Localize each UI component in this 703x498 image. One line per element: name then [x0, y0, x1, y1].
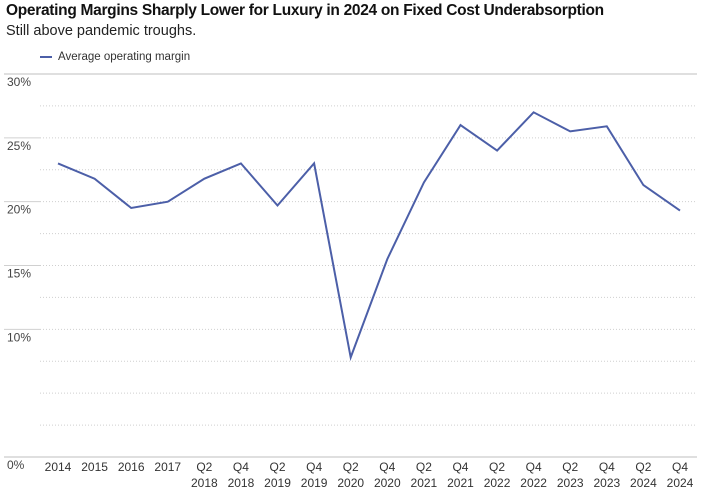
- x-tick-label: 2017: [154, 460, 181, 474]
- data-point: [130, 207, 132, 209]
- data-point: [94, 178, 96, 180]
- x-tick-label: 2020: [374, 476, 401, 490]
- x-tick-label: 2022: [484, 476, 511, 490]
- x-tick-label: Q2: [270, 460, 286, 474]
- x-tick-label: Q2: [343, 460, 359, 474]
- series-line: [57, 111, 681, 362]
- y-tick-label: 20%: [7, 203, 31, 217]
- x-tick-label: Q2: [196, 460, 212, 474]
- data-point: [57, 162, 59, 164]
- x-tick-label: Q4: [526, 460, 542, 474]
- x-tick-label: 2021: [447, 476, 474, 490]
- x-tick-label: 2018: [191, 476, 218, 490]
- data-point: [313, 162, 315, 164]
- data-point: [240, 162, 242, 164]
- y-tick-label: 0%: [7, 458, 25, 472]
- x-tick-label: Q4: [306, 460, 322, 474]
- legend-swatch: [40, 56, 52, 58]
- x-tick-label: Q4: [599, 460, 615, 474]
- data-point: [350, 356, 352, 358]
- chart-legend: Average operating margin: [40, 51, 190, 63]
- x-tick-label: 2018: [228, 476, 255, 490]
- x-tick-label: 2023: [593, 476, 620, 490]
- chart-subtitle: Still above pandemic troughs.: [6, 23, 197, 39]
- y-tick-label: 10%: [7, 330, 31, 344]
- x-tick-label: 2016: [118, 460, 145, 474]
- x-tick-label: Q2: [562, 460, 578, 474]
- x-tick-label: 2014: [45, 460, 72, 474]
- x-tick-label: 2019: [264, 476, 291, 490]
- data-point: [496, 150, 498, 152]
- x-tick-label: 2020: [337, 476, 364, 490]
- x-tick-label: 2024: [667, 476, 694, 490]
- x-tick-label: 2023: [557, 476, 584, 490]
- x-tick-label: 2019: [301, 476, 328, 490]
- data-point: [642, 184, 644, 186]
- data-point: [167, 201, 169, 203]
- data-point: [203, 178, 205, 180]
- y-tick-label: 30%: [7, 75, 31, 89]
- data-point: [277, 204, 279, 206]
- chart-title: Operating Margins Sharply Lower for Luxu…: [6, 2, 604, 19]
- data-point: [606, 125, 608, 127]
- x-tick-label: Q4: [233, 460, 249, 474]
- x-tick-label: 2021: [411, 476, 438, 490]
- y-tick-label: 15%: [7, 267, 31, 281]
- x-tick-label: Q2: [635, 460, 651, 474]
- data-point: [569, 130, 571, 132]
- x-tick-label: 2022: [520, 476, 547, 490]
- x-tick-label: Q4: [672, 460, 688, 474]
- data-point: [459, 124, 461, 126]
- data-point: [679, 210, 681, 212]
- x-tick-label: Q4: [379, 460, 395, 474]
- data-point: [423, 182, 425, 184]
- data-point: [386, 258, 388, 260]
- data-point: [533, 111, 535, 113]
- x-tick-label: 2024: [630, 476, 657, 490]
- x-tick-label: 2015: [81, 460, 108, 474]
- x-tick-label: Q4: [452, 460, 468, 474]
- legend-label: Average operating margin: [58, 51, 191, 63]
- x-tick-label: Q2: [416, 460, 432, 474]
- x-tick-label: Q2: [489, 460, 505, 474]
- y-tick-label: 25%: [7, 139, 31, 153]
